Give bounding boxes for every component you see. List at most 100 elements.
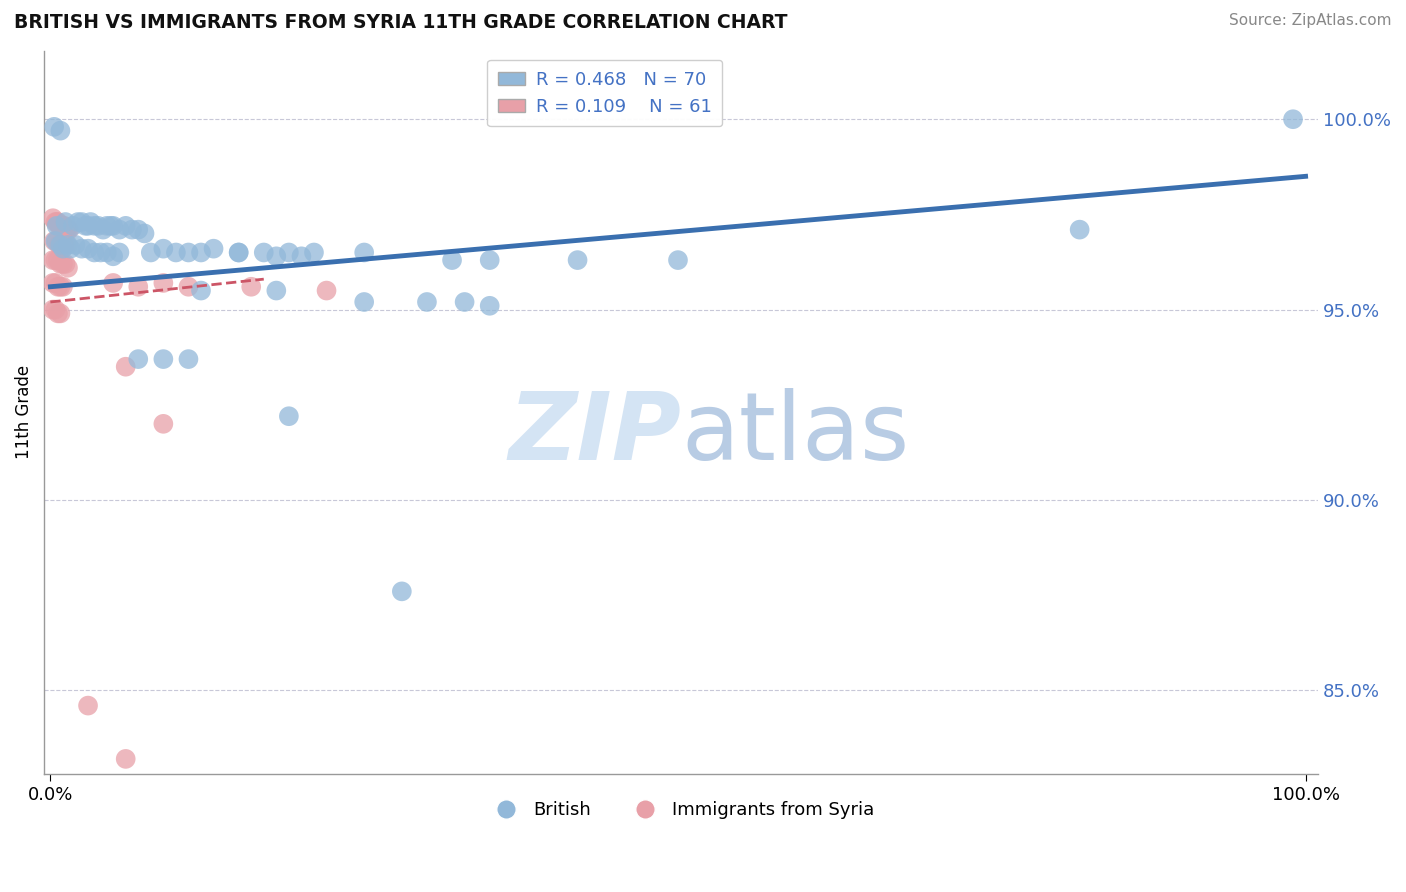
Point xyxy=(453,295,475,310)
Point xyxy=(51,238,73,252)
Point xyxy=(77,242,100,256)
Point xyxy=(44,234,66,248)
Point xyxy=(121,222,143,236)
Y-axis label: 11th Grade: 11th Grade xyxy=(15,366,32,459)
Point xyxy=(44,215,66,229)
Point xyxy=(152,417,174,431)
Point xyxy=(55,257,77,271)
Point xyxy=(100,219,122,233)
Point xyxy=(391,584,413,599)
Point xyxy=(45,234,67,248)
Point xyxy=(114,359,136,374)
Point xyxy=(58,222,80,236)
Point xyxy=(51,219,73,233)
Point xyxy=(152,352,174,367)
Point xyxy=(48,238,70,252)
Point xyxy=(46,215,69,229)
Point xyxy=(266,249,288,263)
Point xyxy=(277,409,299,424)
Point xyxy=(190,284,212,298)
Point xyxy=(56,238,79,252)
Point xyxy=(49,279,72,293)
Point xyxy=(114,752,136,766)
Point xyxy=(44,234,66,248)
Point xyxy=(134,227,156,241)
Point xyxy=(290,249,312,263)
Point xyxy=(177,279,200,293)
Point xyxy=(96,245,118,260)
Point xyxy=(277,245,299,260)
Point xyxy=(253,245,276,260)
Point xyxy=(114,219,136,233)
Point xyxy=(55,222,77,236)
Point xyxy=(44,276,66,290)
Point xyxy=(42,302,65,317)
Point xyxy=(56,222,79,236)
Text: Source: ZipAtlas.com: Source: ZipAtlas.com xyxy=(1229,13,1392,29)
Point xyxy=(55,222,77,236)
Point xyxy=(127,352,149,367)
Point xyxy=(91,222,114,236)
Point xyxy=(152,276,174,290)
Point xyxy=(49,257,72,271)
Point xyxy=(266,284,288,298)
Point xyxy=(83,245,105,260)
Point xyxy=(666,253,689,268)
Point xyxy=(1069,222,1091,236)
Point xyxy=(56,260,79,275)
Point xyxy=(567,253,589,268)
Point xyxy=(46,279,69,293)
Point xyxy=(315,284,337,298)
Point xyxy=(44,120,66,134)
Point xyxy=(77,698,100,713)
Point xyxy=(101,276,124,290)
Point xyxy=(108,245,131,260)
Point xyxy=(49,238,72,252)
Point xyxy=(87,219,110,233)
Point xyxy=(202,242,225,256)
Point xyxy=(62,219,84,233)
Point xyxy=(1282,112,1305,127)
Point xyxy=(49,123,72,137)
Point xyxy=(127,279,149,293)
Point xyxy=(240,279,263,293)
Point xyxy=(101,249,124,263)
Point xyxy=(108,222,131,236)
Point xyxy=(70,215,93,229)
Point xyxy=(52,279,75,293)
Point xyxy=(152,242,174,256)
Point xyxy=(44,253,66,268)
Point xyxy=(42,276,65,290)
Point xyxy=(77,219,100,233)
Point xyxy=(55,215,77,229)
Point xyxy=(90,245,112,260)
Text: BRITISH VS IMMIGRANTS FROM SYRIA 11TH GRADE CORRELATION CHART: BRITISH VS IMMIGRANTS FROM SYRIA 11TH GR… xyxy=(14,13,787,32)
Point xyxy=(127,222,149,236)
Point xyxy=(139,245,162,260)
Point xyxy=(55,238,77,252)
Point xyxy=(96,219,118,233)
Point xyxy=(53,238,76,252)
Point xyxy=(302,245,325,260)
Point xyxy=(42,211,65,226)
Point xyxy=(177,245,200,260)
Point xyxy=(441,253,464,268)
Point xyxy=(228,245,250,260)
Point xyxy=(177,352,200,367)
Point xyxy=(49,219,72,233)
Text: ZIP: ZIP xyxy=(508,388,681,480)
Point xyxy=(48,219,70,233)
Point xyxy=(46,253,69,268)
Legend: British, Immigrants from Syria: British, Immigrants from Syria xyxy=(481,794,882,827)
Point xyxy=(478,253,501,268)
Point xyxy=(79,215,101,229)
Point xyxy=(53,219,76,233)
Point xyxy=(478,299,501,313)
Point xyxy=(70,242,93,256)
Point xyxy=(66,215,89,229)
Point xyxy=(353,245,375,260)
Point xyxy=(44,302,66,317)
Point xyxy=(165,245,187,260)
Point xyxy=(42,253,65,268)
Point xyxy=(52,242,75,256)
